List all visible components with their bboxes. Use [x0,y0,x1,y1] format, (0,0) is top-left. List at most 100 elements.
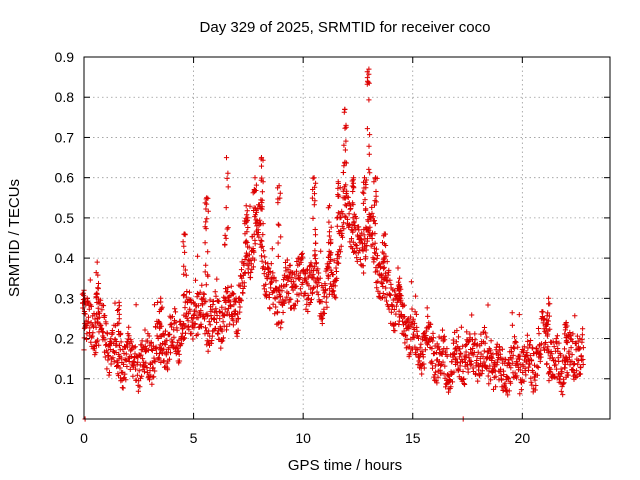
data-point [323,288,329,294]
data-point [337,249,343,255]
data-point [342,106,348,112]
data-point [493,374,499,380]
data-point [508,365,514,371]
data-point [557,373,563,379]
data-point [385,272,391,278]
data-point [409,321,415,327]
x-tick-label: 10 [295,430,311,446]
data-point [278,325,284,331]
data-point [540,309,546,315]
data-point [296,276,302,282]
data-point [558,352,564,358]
data-point [429,365,436,371]
data-point [280,309,286,316]
data-point [339,234,346,240]
data-point [287,262,293,268]
y-tick-label: 0.4 [55,250,75,266]
data-point [352,222,358,229]
data-point [214,276,220,282]
data-point [513,339,519,345]
data-point [167,331,173,337]
data-point [132,344,138,350]
data-point [332,294,338,300]
data-point [237,304,243,310]
data-point [379,273,385,279]
data-point [361,270,367,276]
data-point [440,359,446,365]
data-point [239,275,245,281]
data-point [378,280,384,286]
data-point [360,263,366,269]
data-point [253,209,260,215]
data-point [546,370,552,376]
data-point [357,240,363,246]
data-point [311,191,318,197]
data-point [334,223,340,229]
data-point [456,367,462,373]
data-point [157,321,163,327]
data-point [479,368,485,374]
data-point [373,193,379,199]
data-point [521,344,527,350]
data-point [237,309,243,315]
data-point [511,346,517,352]
data-point [263,281,269,287]
data-point [365,79,371,85]
data-point [363,247,369,253]
data-point [118,355,124,361]
data-point [183,272,189,278]
data-point [195,315,201,321]
data-point [314,283,321,289]
data-point [566,354,573,360]
data-point [346,211,352,217]
data-point [341,163,347,169]
data-point [125,336,131,342]
data-point [371,256,377,262]
data-point [515,344,521,350]
data-point [172,309,179,315]
data-point [227,321,233,327]
data-point [318,248,324,254]
data-point [402,314,408,320]
data-point [541,347,548,353]
data-point [185,324,191,330]
data-point [309,289,316,295]
data-point [80,305,86,311]
data-point [89,334,95,340]
data-point [251,249,257,255]
data-point [499,346,505,352]
data-point [425,339,432,345]
data-point [161,332,167,338]
data-point [388,309,394,315]
data-point [443,384,449,390]
data-point [283,282,290,288]
data-point [556,340,562,346]
data-point [209,337,215,344]
y-axis-label: SRMTID / TECUs [6,179,23,297]
data-point [223,235,229,241]
data-point [245,224,251,231]
data-point [371,179,377,185]
data-point [564,340,570,346]
data-point [546,378,552,384]
data-point [319,315,326,321]
data-point [361,190,367,196]
data-point [275,309,281,315]
data-point [302,290,308,296]
data-point [576,346,582,352]
data-point [309,263,315,269]
data-point [396,308,402,314]
data-point [518,387,524,393]
data-point [478,351,484,357]
data-point [383,298,390,304]
data-point [346,224,352,230]
data-point [304,267,311,273]
data-point [380,290,386,297]
x-tick-label: 15 [405,430,421,446]
data-point [118,330,124,336]
data-point [244,229,250,235]
data-point [140,356,146,362]
data-point [372,250,378,256]
data-point [225,184,231,190]
data-point [262,254,268,260]
